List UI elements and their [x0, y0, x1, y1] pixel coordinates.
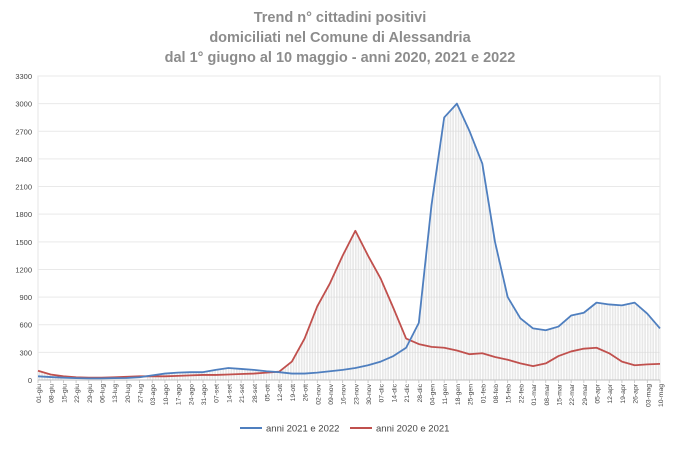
x-tick-label: 19-ott: [290, 384, 297, 401]
x-tick-label: 19-apr: [620, 383, 627, 403]
y-tick-label: 300: [19, 348, 32, 357]
x-tick-label: 08-feb: [493, 384, 500, 403]
x-tick-label: 21-dic: [404, 383, 411, 402]
y-tick-label: 0: [28, 376, 32, 385]
y-tick-label: 3300: [15, 72, 32, 81]
x-tick-label: 08-mar: [544, 383, 551, 405]
x-tick-label: 18-gen: [455, 384, 462, 405]
x-tick-label: 15-mar: [556, 383, 563, 405]
x-tick-label: 22-feb: [518, 384, 525, 403]
x-tick-label: 10-mag: [658, 384, 665, 407]
x-tick-label: 24-ago: [188, 384, 195, 405]
series-line-1: [37, 102, 661, 380]
x-tick-label: 13-lug: [112, 384, 119, 403]
x-tick-label: 07-set: [214, 384, 221, 403]
y-tick-label: 900: [19, 293, 32, 302]
x-tick-label: 21-set: [239, 384, 246, 403]
x-tick-label: 20-lug: [125, 384, 132, 403]
x-tick-label: 27-lug: [138, 384, 145, 403]
y-tick-label: 1800: [15, 210, 32, 219]
x-tick-label: 26-apr: [633, 383, 640, 403]
y-tick-label: 2100: [15, 183, 32, 192]
x-tick-label: 08-giu: [49, 384, 56, 403]
y-tick-label: 1500: [15, 238, 32, 247]
y-tick-label: 3000: [15, 100, 32, 109]
x-tick-label: 12-ott: [277, 384, 284, 401]
x-tick-label: 01-giu: [36, 384, 43, 403]
x-tick-label: 22-giu: [74, 384, 81, 403]
x-tick-label: 09-nov: [328, 383, 335, 404]
x-tick-label: 15-feb: [506, 384, 513, 403]
x-tick-label: 01-feb: [480, 384, 487, 403]
y-tick-label: 1200: [15, 265, 32, 274]
legend-label-2: anni 2020 e 2021: [376, 424, 449, 435]
x-tick-label: 14-set: [226, 384, 233, 403]
x-tick-label: 29-mar: [582, 383, 589, 405]
x-tick-label: 02-nov: [315, 383, 322, 404]
x-tick-label: 31-ago: [201, 384, 208, 405]
x-tick-label: 16-nov: [341, 383, 348, 404]
x-tick-label: 14-dic: [391, 383, 398, 402]
chart-title-line-1: Trend n° cittadini positivi: [253, 10, 427, 26]
x-tick-label: 12-apr: [607, 383, 614, 403]
x-tick-label: 22-mar: [569, 383, 576, 405]
x-tick-label: 04-gen: [430, 384, 437, 405]
x-tick-label: 17-ago: [176, 384, 183, 405]
x-tick-label: 05-apr: [595, 383, 602, 403]
chart-title-line-3: dal 1° giugno al 10 maggio - anni 2020, …: [164, 50, 516, 66]
x-tick-label: 29-giu: [87, 384, 94, 403]
x-tick-label: 03-mag: [645, 384, 652, 407]
x-tick-label: 25-gen: [468, 384, 475, 405]
x-tick-label: 23-nov: [353, 383, 360, 404]
chart-title-line-2: domiciliati nel Comune di Alessandria: [209, 30, 471, 46]
x-tick-label: 28-dic: [417, 383, 424, 402]
x-tick-label: 07-dic: [379, 383, 386, 402]
x-tick-label: 15-giu: [61, 384, 68, 403]
x-tick-label: 26-ott: [303, 384, 310, 401]
x-tick-label: 01-mar: [531, 383, 538, 405]
x-tick-label: 03-ago: [150, 384, 157, 405]
legend-label-1: anni 2021 e 2022: [266, 424, 339, 435]
x-tick-label: 11-gen: [442, 384, 449, 405]
x-tick-label: 10-ago: [163, 384, 170, 405]
y-tick-label: 600: [19, 321, 32, 330]
y-tick-label: 2700: [15, 127, 32, 136]
x-tick-label: 28-set: [252, 384, 259, 403]
x-tick-label: 05-ott: [264, 384, 271, 401]
y-tick-label: 2400: [15, 155, 32, 164]
x-tick-label: 30-nov: [366, 383, 373, 404]
x-tick-label: 06-lug: [99, 384, 106, 403]
